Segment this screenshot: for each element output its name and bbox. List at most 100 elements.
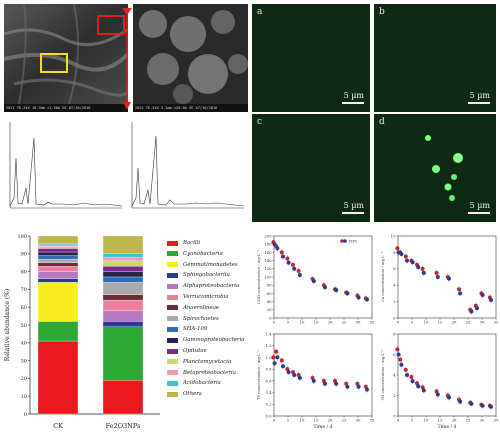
data-point [420,266,425,271]
microbial-legend: Bacilli Cyanobacteria Gemmatimonadetes Sphi… [167,238,247,408]
legend-label: Opitutae [183,348,207,354]
bar-segment [37,262,79,267]
legend-label: Gammaproteobacteria [183,337,245,344]
x-tick-label: 20 [328,418,333,423]
x-tick-label: 5 [287,320,290,325]
data-point [399,362,404,367]
data-point [365,297,369,302]
data-point [489,404,493,409]
legend-label: NPs [349,238,357,243]
y-tick-label: 10 [391,233,396,238]
x-tick-label: 30 [356,320,361,325]
eds-spectrum-left [9,122,123,209]
scale-bar [342,102,364,104]
bar-segment [37,246,79,249]
plot-frame [397,235,497,319]
legend-marker [343,239,347,243]
legend-item: Alphaproteobacteria [167,281,239,291]
data-point [421,270,426,275]
data-point [405,258,409,263]
legend-item: Planctomycetacia [167,357,231,367]
sem-right-footer: 2021 TE.2kV 5.1mm ×20.0k SE 07/10/2016 [133,104,248,112]
plot-frame [273,333,373,417]
bar-segment [102,271,144,278]
y-tick-label: 8 [393,250,396,255]
scale-bar [468,212,490,214]
fluorescence-panel-d: d 5 µm [374,114,496,222]
x-tick-label: 5 [411,418,414,423]
bar-segment [102,380,144,415]
x-tick-label: 0 [397,418,400,423]
x-tick-label: 15 [314,320,319,325]
data-point [281,254,285,259]
x-tick-label: Fe2O3NPs [106,422,141,430]
data-point [416,384,421,389]
scale-text: 5 µm [343,91,364,100]
legend-label: Anaerolineae [183,304,220,311]
y-tick-label: 0.2 [265,402,272,407]
data-point [403,254,408,259]
data-point [480,293,485,298]
y-tick-label: 10 [21,394,27,400]
x-tick-label: 25 [342,418,347,423]
bar-segment [102,310,144,322]
x-tick-label: 20 [452,320,457,325]
bar-segment [102,294,144,301]
legend-label: Spirochaetes [183,315,219,322]
data-point [311,378,316,383]
bar-segment [37,258,79,263]
x-tick-label: 15 [438,418,443,423]
x-tick-label: 30 [356,418,361,423]
legend-item: Spirochaetes [167,314,219,324]
data-point [323,381,327,386]
x-axis-label: Time / d [437,424,456,430]
x-tick-label: 35 [370,418,375,423]
data-point [415,381,419,386]
legend-item: Anaerolineae [167,303,219,313]
data-point [447,276,451,281]
timecourse-panel: 0.0 0.2 0.4 0.6 0.8 1.0 1.2 1.4 0 5 10 15 20 25 30 35 TP… [256,331,375,430]
data-point [292,266,297,271]
y-tick-label: 60 [21,305,27,311]
y-tick-label: 0.8 [265,367,272,372]
data-point [410,379,415,384]
y-tick-label: 1.4 [265,331,272,336]
legend-item: Bacilli [167,238,200,248]
y-tick-label: 140 [264,258,272,263]
data-point [271,355,276,360]
y-tick-label: 200 [264,233,272,238]
timecourse-panel: 0 2 4 6 8 0 5 10 15 20 25 30 35 TN concentration / mg… [380,331,499,430]
data-point [458,291,463,296]
y-tick-label: 8 [393,331,396,336]
data-point [405,373,409,377]
legend-label: Betaproteobacteria [183,369,236,376]
bar-segment [102,326,144,381]
scale-bar [468,102,490,104]
x-tick-label: 0 [273,418,276,423]
data-point [285,256,290,261]
bar-segment [102,299,144,311]
legend-swatch [167,326,178,332]
scale-text: 5 µm [469,201,490,210]
data-point [356,384,361,389]
y-tick-label: 40 [21,341,27,347]
x-tick-label: 0 [273,320,276,325]
timecourse-panel: 0 20 40 60 80 100 120 140 160 180 200 0 5 10 15 20 25 30 3… [256,233,375,324]
eds-spectra [9,122,245,209]
data-point [447,395,451,400]
legend-label: Gemmatimonadetes [183,261,238,268]
data-point [356,295,361,300]
bar-segment [37,244,79,247]
eds-spectrum-right [131,122,245,209]
scale-text: 5 µm [469,91,490,100]
y-axis-label: COD concentration / mg·L⁻¹ [256,250,261,304]
y-tick-label: 80 [21,269,27,275]
y-tick-label: 70 [21,287,27,293]
data-point [274,349,279,354]
y-tick-label: 6 [393,352,396,357]
x-tick-label: 10 [300,320,305,325]
data-point [275,246,280,251]
x-tick-label: CK [53,422,63,430]
legend-label: Planctomycetacia [183,358,232,365]
